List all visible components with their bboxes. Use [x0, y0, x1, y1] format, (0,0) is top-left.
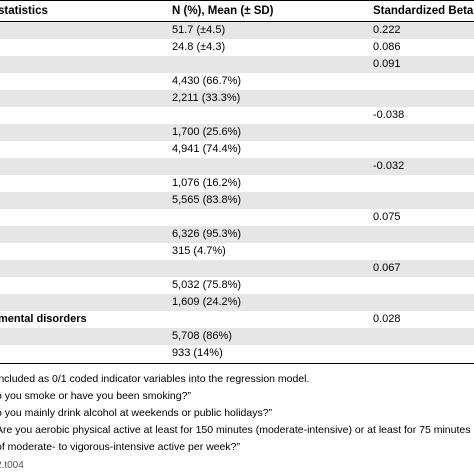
row-n-percent: 4,941 (74.4%)	[172, 143, 242, 155]
table-top-rule	[0, 0, 474, 1]
header-rule	[0, 21, 474, 22]
table-row: 6,326 (95.3%)	[0, 226, 474, 243]
row-standardized-beta: -0.038	[373, 109, 405, 121]
table-row: 0.091	[0, 56, 474, 73]
table-row: -0.038	[0, 107, 474, 124]
table-row: -0.032	[0, 158, 474, 175]
footnote: of moderate- to vigorous-intensive activ…	[0, 441, 240, 453]
table-row: 5,708 (86%)	[0, 328, 474, 345]
table-row: 4,430 (66.7%)	[0, 73, 474, 90]
table-row: 4,941 (74.4%)	[0, 141, 474, 158]
table-row: 1,700 (25.6%)	[0, 124, 474, 141]
row-standardized-beta: 0.086	[373, 41, 401, 53]
row-n-percent: 5,565 (83.8%)	[172, 194, 242, 206]
table-row: 0.075	[0, 209, 474, 226]
footnote: Are you aerobic physical active at least…	[0, 424, 471, 436]
row-label: mental disorders	[0, 313, 87, 325]
table-header: statistics N (%), Mean (± SD) Standardiz…	[0, 0, 474, 21]
row-standardized-beta: 0.222	[373, 24, 401, 36]
table-row: 5,565 (83.8%)	[0, 192, 474, 209]
doi-fragment: 2.t004	[0, 460, 24, 471]
table-row: 1,609 (24.2%)	[0, 294, 474, 311]
row-n-percent: 5,032 (75.8%)	[172, 279, 242, 291]
row-n-percent: 51.7 (±4.5)	[172, 24, 226, 36]
row-n-percent: 1,609 (24.2%)	[172, 296, 242, 308]
row-n-percent: 1,700 (25.6%)	[172, 126, 242, 138]
table-row: 2,211 (33.3%)	[0, 90, 474, 107]
footnote: o you smoke or have you been smoking?”	[0, 390, 191, 402]
table-row: 51.7 (±4.5) 0.222	[0, 22, 474, 39]
table-row: mental disorders 0.028	[0, 311, 474, 328]
table-row: 5,032 (75.8%)	[0, 277, 474, 294]
row-n-percent: 2,211 (33.3%)	[172, 92, 241, 104]
row-n-percent: 24.8 (±4.3)	[172, 41, 226, 53]
table-row: 0.067	[0, 260, 474, 277]
row-n-percent: 1,076 (16.2%)	[172, 177, 242, 189]
row-standardized-beta: 0.028	[373, 313, 401, 325]
table-row: 24.8 (±4.3) 0.086	[0, 39, 474, 56]
table-bottom-rule	[0, 363, 474, 364]
row-standardized-beta: 0.067	[373, 262, 401, 274]
row-n-percent: 5,708 (86%)	[172, 330, 232, 342]
table-row: 1,076 (16.2%)	[0, 175, 474, 192]
header-statistics: statistics	[0, 5, 48, 17]
row-n-percent: 315 (4.7%)	[172, 245, 226, 257]
row-n-percent: 933 (14%)	[172, 347, 223, 359]
header-standardized-beta: Standardized Beta	[373, 5, 474, 17]
footnote: included as 0/1 coded indicator variable…	[0, 373, 310, 385]
row-n-percent: 6,326 (95.3%)	[172, 228, 242, 240]
row-standardized-beta: 0.091	[373, 58, 401, 70]
row-n-percent: 4,430 (66.7%)	[172, 75, 242, 87]
row-standardized-beta: 0.075	[373, 211, 401, 223]
footnote: o you mainly drink alcohol at weekends o…	[0, 407, 273, 419]
row-standardized-beta: -0.032	[373, 160, 405, 172]
table-row: 933 (14%)	[0, 345, 474, 362]
header-n-percent-mean-sd: N (%), Mean (± SD)	[172, 5, 274, 17]
table-row: 315 (4.7%)	[0, 243, 474, 260]
